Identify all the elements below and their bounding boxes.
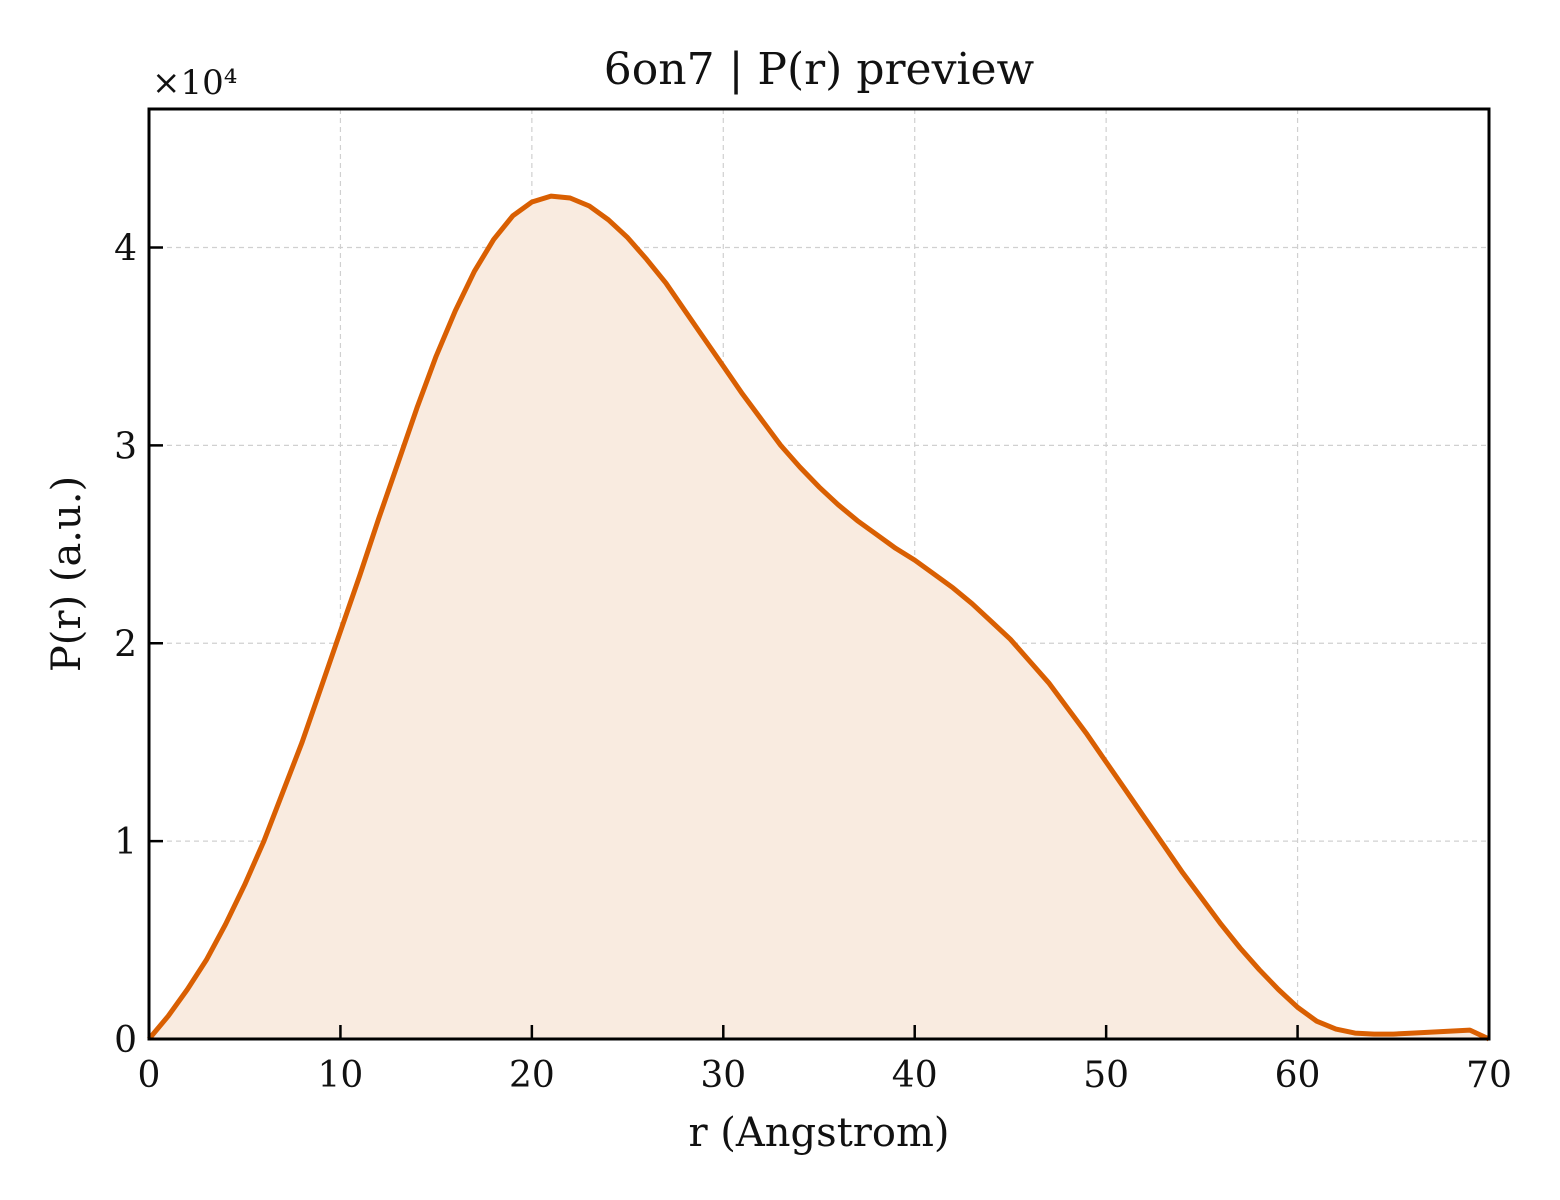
x-tick-label: 0	[138, 1055, 161, 1096]
pr-area-fill	[149, 196, 1489, 1040]
y-axis-label: P(r) (a.u.)	[44, 476, 90, 672]
plot-frame	[147, 107, 1491, 1041]
y-tick-label: 0	[114, 1020, 137, 1061]
x-tick-label: 70	[1466, 1055, 1512, 1096]
x-tick-label: 30	[700, 1055, 746, 1096]
x-tick-label: 20	[509, 1055, 555, 1096]
y-tick-label: 4	[114, 229, 137, 270]
x-tick-label: 60	[1275, 1055, 1321, 1096]
y-tick-label: 1	[114, 822, 137, 863]
chart-title: 6on7 | P(r) preview	[604, 44, 1035, 95]
x-tick-label: 10	[318, 1055, 364, 1096]
y-tick-label: 3	[114, 426, 137, 467]
pr-series-line	[147, 193, 1491, 1042]
y-tick-labels: 0 1 2 3 4	[114, 229, 137, 1061]
x-tick-labels: 0 10 20 30 40 50 60 70	[138, 1055, 1512, 1096]
x-axis-label: r (Angstrom)	[688, 1110, 949, 1156]
x-tick-label: 50	[1083, 1055, 1129, 1096]
x-tick-label: 40	[892, 1055, 938, 1096]
y-axis-multiplier: ×10⁴	[152, 63, 237, 103]
y-tick-label: 2	[114, 624, 137, 665]
